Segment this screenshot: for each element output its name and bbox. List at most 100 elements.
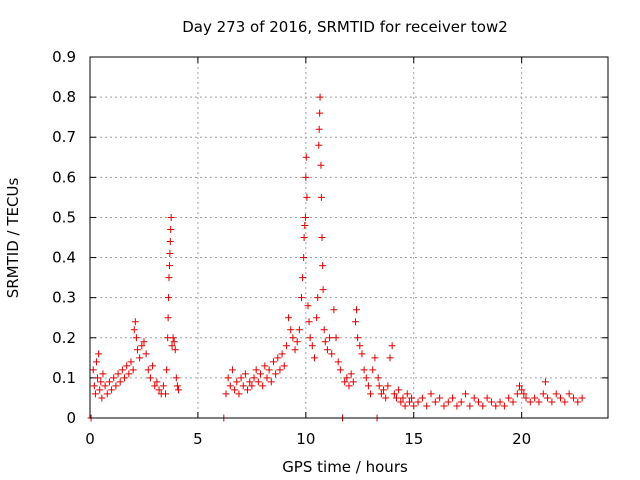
data-point bbox=[403, 390, 411, 398]
data-point bbox=[418, 394, 426, 402]
data-point bbox=[244, 386, 252, 394]
data-point bbox=[330, 306, 338, 314]
data-point bbox=[360, 366, 368, 374]
data-point bbox=[144, 366, 152, 374]
data-point bbox=[226, 382, 234, 390]
data-point bbox=[257, 370, 265, 378]
data-point bbox=[302, 173, 310, 181]
data-point bbox=[241, 370, 249, 378]
data-point bbox=[395, 386, 403, 394]
data-point bbox=[320, 326, 328, 334]
data-point bbox=[541, 378, 549, 386]
data-point bbox=[569, 394, 577, 402]
data-point bbox=[548, 398, 556, 406]
data-point bbox=[354, 334, 362, 342]
data-point bbox=[462, 390, 470, 398]
data-point bbox=[565, 390, 573, 398]
y-tick-label: 0.5 bbox=[52, 208, 76, 226]
data-point bbox=[172, 374, 180, 382]
data-point bbox=[332, 334, 340, 342]
data-point bbox=[326, 334, 334, 342]
data-point bbox=[136, 354, 144, 362]
x-tick-label: 0 bbox=[85, 430, 95, 448]
data-point bbox=[319, 262, 327, 270]
data-point bbox=[278, 350, 286, 358]
data-point bbox=[384, 382, 392, 390]
data-point bbox=[169, 334, 177, 342]
data-point bbox=[239, 382, 247, 390]
data-point bbox=[410, 402, 418, 410]
y-tick-label: 0.1 bbox=[52, 369, 76, 387]
data-point bbox=[399, 394, 407, 402]
data-point bbox=[164, 314, 172, 322]
data-point bbox=[397, 398, 405, 406]
data-point bbox=[131, 318, 139, 326]
data-point bbox=[300, 234, 308, 241]
data-point bbox=[133, 346, 141, 354]
data-point bbox=[349, 378, 357, 386]
data-point bbox=[151, 382, 159, 390]
data-point bbox=[375, 382, 383, 390]
data-point bbox=[308, 342, 316, 350]
data-point bbox=[500, 402, 508, 410]
data-point bbox=[336, 366, 344, 374]
data-point bbox=[341, 378, 349, 386]
data-point bbox=[323, 346, 331, 354]
x-tick-label: 20 bbox=[512, 430, 531, 448]
data-point bbox=[125, 370, 133, 378]
y-tick-label: 0.3 bbox=[52, 289, 76, 307]
data-point bbox=[97, 378, 105, 386]
data-point bbox=[99, 370, 107, 378]
data-point bbox=[155, 386, 163, 394]
data-point bbox=[466, 402, 474, 410]
y-tick-label: 0 bbox=[66, 409, 76, 427]
data-point bbox=[557, 394, 565, 402]
data-point bbox=[228, 366, 236, 374]
data-point bbox=[291, 346, 299, 354]
data-point bbox=[140, 338, 148, 346]
data-point bbox=[259, 382, 267, 390]
chart-title: Day 273 of 2016, SRMTID for receiver tow… bbox=[182, 18, 508, 36]
data-point bbox=[453, 402, 461, 410]
data-point bbox=[483, 394, 491, 402]
data-point bbox=[299, 274, 307, 282]
y-tick-label: 0.4 bbox=[52, 249, 76, 267]
data-point bbox=[405, 398, 413, 406]
data-point bbox=[92, 358, 100, 366]
data-point bbox=[168, 342, 176, 350]
data-point bbox=[513, 390, 521, 398]
data-point bbox=[116, 378, 124, 386]
data-point bbox=[302, 153, 310, 161]
data-point bbox=[479, 402, 487, 410]
data-point bbox=[303, 193, 311, 201]
data-point bbox=[408, 394, 416, 402]
data-point bbox=[142, 350, 150, 358]
data-point bbox=[166, 238, 174, 246]
data-point bbox=[289, 334, 297, 342]
data-point bbox=[427, 390, 435, 398]
data-point bbox=[96, 386, 104, 394]
data-point bbox=[280, 362, 288, 370]
data-point bbox=[295, 326, 303, 334]
data-point bbox=[380, 386, 388, 394]
plot-area-frame bbox=[89, 56, 609, 419]
data-point bbox=[91, 390, 99, 398]
data-point bbox=[95, 350, 103, 358]
data-point bbox=[235, 390, 243, 398]
data-point bbox=[544, 394, 552, 402]
data-point bbox=[457, 398, 465, 406]
data-point bbox=[316, 109, 324, 117]
data-point bbox=[343, 374, 351, 382]
data-point bbox=[423, 402, 431, 410]
data-point bbox=[392, 394, 400, 402]
data-point bbox=[374, 374, 382, 382]
data-point bbox=[90, 382, 98, 390]
data-point bbox=[267, 378, 275, 386]
y-axis-label: SRMTID / TECUs bbox=[4, 178, 22, 299]
data-point bbox=[369, 366, 377, 374]
data-point bbox=[505, 394, 513, 402]
data-point bbox=[318, 234, 326, 241]
data-point bbox=[167, 213, 175, 221]
data-point bbox=[328, 350, 336, 358]
y-tick-label: 0.7 bbox=[52, 128, 76, 146]
